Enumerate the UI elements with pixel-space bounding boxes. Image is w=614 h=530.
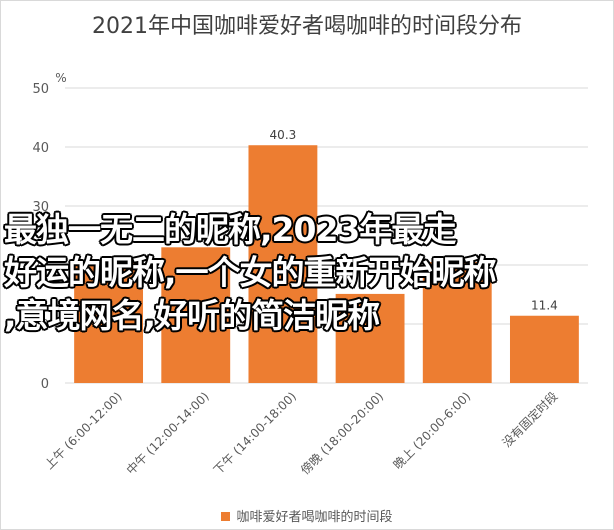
bar bbox=[74, 262, 144, 383]
x-tick-label: 傍晚 (18:00-20:00) bbox=[297, 389, 386, 478]
bar bbox=[509, 315, 579, 383]
chart-title: 2021年中国咖啡爱好者喝咖啡的时间段分布 bbox=[92, 14, 522, 39]
overlay-caption: 最独一无二的昵称,2023年最走 好运的昵称,一个女的重新开始昵称 ,意境网名,… bbox=[4, 210, 497, 335]
bar bbox=[161, 247, 231, 383]
bar bbox=[422, 262, 492, 383]
y-tick-label: 0 bbox=[41, 377, 49, 392]
x-tick-label: 没有固定时段 bbox=[499, 389, 561, 451]
x-tick-label: 中午 (12:00-14:00) bbox=[123, 389, 212, 478]
y-tick-label: 30 bbox=[32, 200, 49, 215]
bar bbox=[335, 293, 405, 383]
y-unit-label: % bbox=[55, 71, 66, 85]
legend-swatch bbox=[221, 512, 231, 521]
y-tick-label: 50 bbox=[32, 82, 49, 97]
y-tick-label: 20 bbox=[32, 259, 49, 274]
y-tick-label: 40 bbox=[32, 141, 49, 156]
legend-label: 咖啡爱好者喝咖啡的时间段 bbox=[236, 510, 393, 525]
y-tick-label: 10 bbox=[32, 318, 49, 333]
x-tick-label: 上午 (6:00-12:00) bbox=[42, 389, 125, 472]
data-label: 40.3 bbox=[270, 128, 297, 142]
x-tick-label: 晚上 (20:00-6:00) bbox=[391, 389, 474, 472]
chart-legend: 咖啡爱好者喝咖啡的时间段 bbox=[0, 506, 614, 525]
data-label: 11.4 bbox=[531, 299, 558, 313]
x-tick-label: 下午 (14:00-18:00) bbox=[211, 389, 299, 477]
bar bbox=[248, 145, 318, 383]
